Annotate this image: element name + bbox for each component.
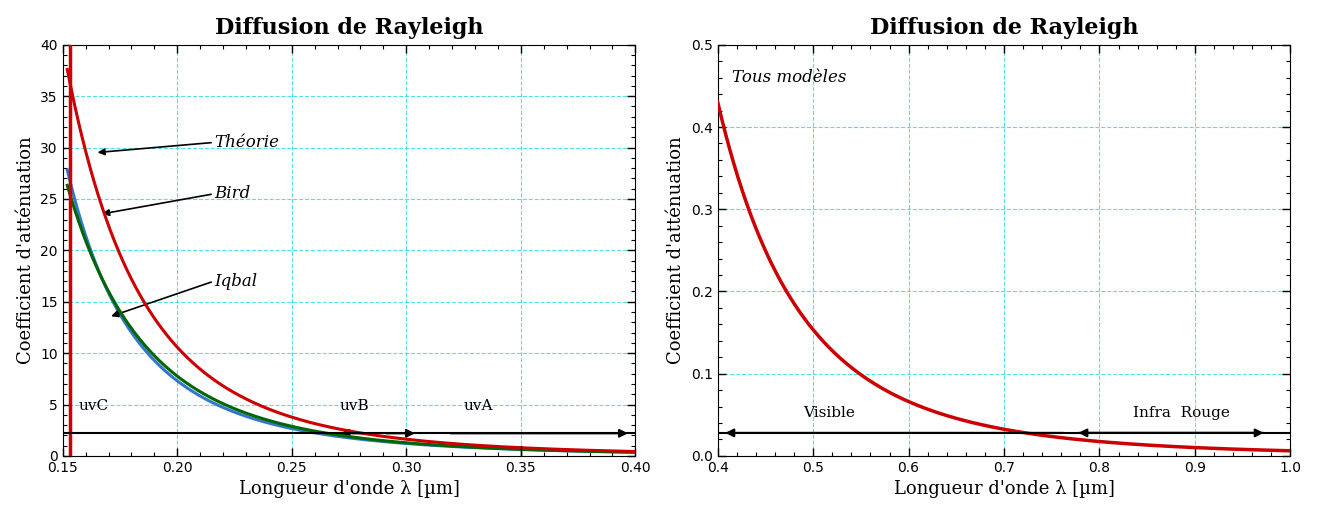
Y-axis label: Coefficient d'atténuation: Coefficient d'atténuation	[17, 136, 34, 364]
Text: uvB: uvB	[340, 399, 369, 413]
Text: Théorie: Théorie	[214, 134, 279, 151]
Text: Tous modèles: Tous modèles	[731, 69, 846, 86]
Title: Diffusion de Rayleigh: Diffusion de Rayleigh	[215, 16, 484, 39]
Text: Infra  Rouge: Infra Rouge	[1133, 406, 1230, 420]
Text: uvA: uvA	[464, 399, 493, 413]
Text: uvC: uvC	[79, 399, 109, 413]
Title: Diffusion de Rayleigh: Diffusion de Rayleigh	[870, 16, 1139, 39]
X-axis label: Longueur d'onde λ [µm]: Longueur d'onde λ [µm]	[239, 480, 460, 499]
Text: Visible: Visible	[804, 406, 855, 420]
X-axis label: Longueur d'onde λ [µm]: Longueur d'onde λ [µm]	[894, 480, 1115, 499]
Y-axis label: Coefficient d'atténuation: Coefficient d'atténuation	[667, 136, 685, 364]
Text: Iqbal: Iqbal	[214, 272, 257, 289]
Text: Bird: Bird	[214, 185, 250, 202]
